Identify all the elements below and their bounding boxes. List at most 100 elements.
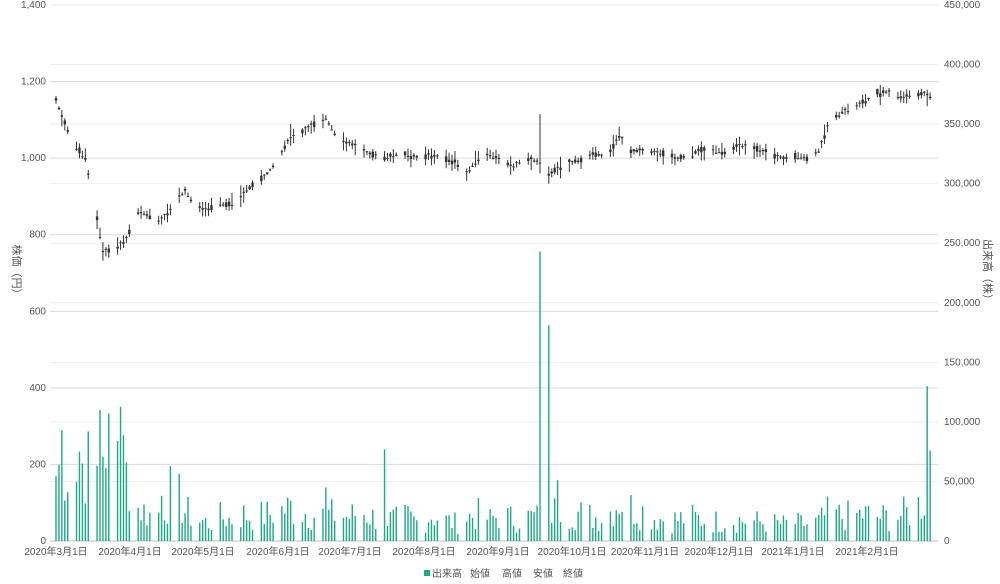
legend-item-close: 終値 xyxy=(563,567,583,580)
volume-bar xyxy=(724,528,726,541)
candle-body xyxy=(227,201,231,207)
candle-body xyxy=(752,146,756,149)
candle-body xyxy=(926,93,929,96)
candle-body xyxy=(409,155,413,160)
candle-body xyxy=(884,91,888,93)
candle-body xyxy=(532,160,536,162)
volume-bar xyxy=(163,520,166,541)
candle-body xyxy=(550,171,553,174)
x-tick-label: 2020年5月1日 xyxy=(171,545,234,558)
candle-body xyxy=(424,154,427,160)
candle-body xyxy=(242,191,245,193)
x-tick-label: 2020年10月1日 xyxy=(538,545,607,558)
candle-body xyxy=(321,119,325,121)
candle-body xyxy=(444,156,448,162)
volume-bar xyxy=(269,514,271,541)
candle-body xyxy=(84,157,87,160)
candle-body xyxy=(178,195,181,197)
candle-body xyxy=(219,204,222,206)
candle-body xyxy=(659,153,662,155)
candle-body xyxy=(368,152,372,155)
candle-body xyxy=(714,152,718,154)
candle-body xyxy=(553,167,556,173)
volume-bar xyxy=(806,524,808,541)
volume-bar xyxy=(477,498,480,541)
candle-body xyxy=(207,208,210,211)
volume-bar xyxy=(372,509,374,541)
volume-bar xyxy=(284,513,286,541)
volume-bar xyxy=(600,523,603,541)
volume-bar xyxy=(536,505,538,541)
candlesticks xyxy=(54,84,932,261)
volume-bar xyxy=(116,440,119,541)
volume-bar xyxy=(266,501,268,541)
legend-swatch-volume xyxy=(424,570,430,576)
volume-bar xyxy=(392,509,395,541)
volume-bar xyxy=(108,413,110,541)
left-axis-ticks: 0 200 400 600 800 1,000 1,200 1,400 xyxy=(21,0,46,547)
right-tick-label: 50,000 xyxy=(944,476,975,487)
volume-bar xyxy=(879,518,881,541)
volume-bar xyxy=(903,496,905,541)
candle-body xyxy=(720,151,724,155)
volume-bar xyxy=(826,496,829,541)
right-tick-label: 0 xyxy=(944,536,950,547)
candle-body xyxy=(183,188,187,191)
candle-body xyxy=(383,156,386,161)
candle-body xyxy=(301,129,304,134)
volume-bar xyxy=(683,523,685,541)
candle-body xyxy=(538,162,542,164)
volume-bar xyxy=(486,519,488,541)
volume-bar xyxy=(782,515,785,541)
volume-bar xyxy=(272,522,274,541)
x-tick-label: 2020年6月1日 xyxy=(246,545,309,558)
candle-body xyxy=(920,92,923,96)
volume-bar xyxy=(201,520,204,541)
candle-body xyxy=(468,170,471,172)
volume-bar xyxy=(618,513,620,541)
candle-body xyxy=(703,147,706,151)
candle-body xyxy=(169,208,172,210)
volume-bar xyxy=(287,497,289,541)
candle-body xyxy=(374,154,377,156)
candle-body xyxy=(166,213,169,216)
volume-bar xyxy=(691,504,694,541)
volume-bar xyxy=(351,504,353,541)
volume-bar xyxy=(471,517,474,541)
candle-body xyxy=(283,145,286,149)
volume-bar xyxy=(577,511,579,541)
volume-bar xyxy=(926,386,928,541)
candle-body xyxy=(104,248,108,250)
volume-bar xyxy=(204,518,207,541)
volume-bar xyxy=(454,512,456,541)
candle-body xyxy=(843,108,847,111)
candle-body xyxy=(392,156,395,158)
volume-bar xyxy=(84,503,87,541)
volume-bar xyxy=(75,481,78,541)
volume-bar xyxy=(735,532,738,541)
volume-bar xyxy=(856,512,858,541)
volume-bar xyxy=(800,515,802,541)
candle-body xyxy=(142,213,146,215)
volume-bar xyxy=(803,525,805,541)
candle-body xyxy=(902,96,905,98)
volume-bar xyxy=(897,519,899,541)
right-axis-ticks: 0 50,000 100,000 150,000 200,000 250,000 300,0… xyxy=(944,0,981,547)
volume-bar xyxy=(779,524,782,541)
legend-item-low: 安値 xyxy=(533,567,553,580)
right-tick-label: 150,000 xyxy=(944,357,981,368)
volume-bar xyxy=(251,529,254,541)
volume-bar xyxy=(146,525,148,541)
volume-bar xyxy=(184,513,186,541)
volume-bar xyxy=(492,515,494,541)
volume-bar xyxy=(260,502,263,541)
volume-bar xyxy=(207,528,210,541)
volume-bar xyxy=(551,522,553,541)
volume-bars xyxy=(55,251,931,541)
volume-bar xyxy=(630,495,632,541)
candle-body xyxy=(371,151,374,158)
volume-bar xyxy=(102,456,104,541)
volume-bar xyxy=(694,511,697,541)
candle-body xyxy=(66,130,69,132)
candle-body xyxy=(263,174,266,176)
